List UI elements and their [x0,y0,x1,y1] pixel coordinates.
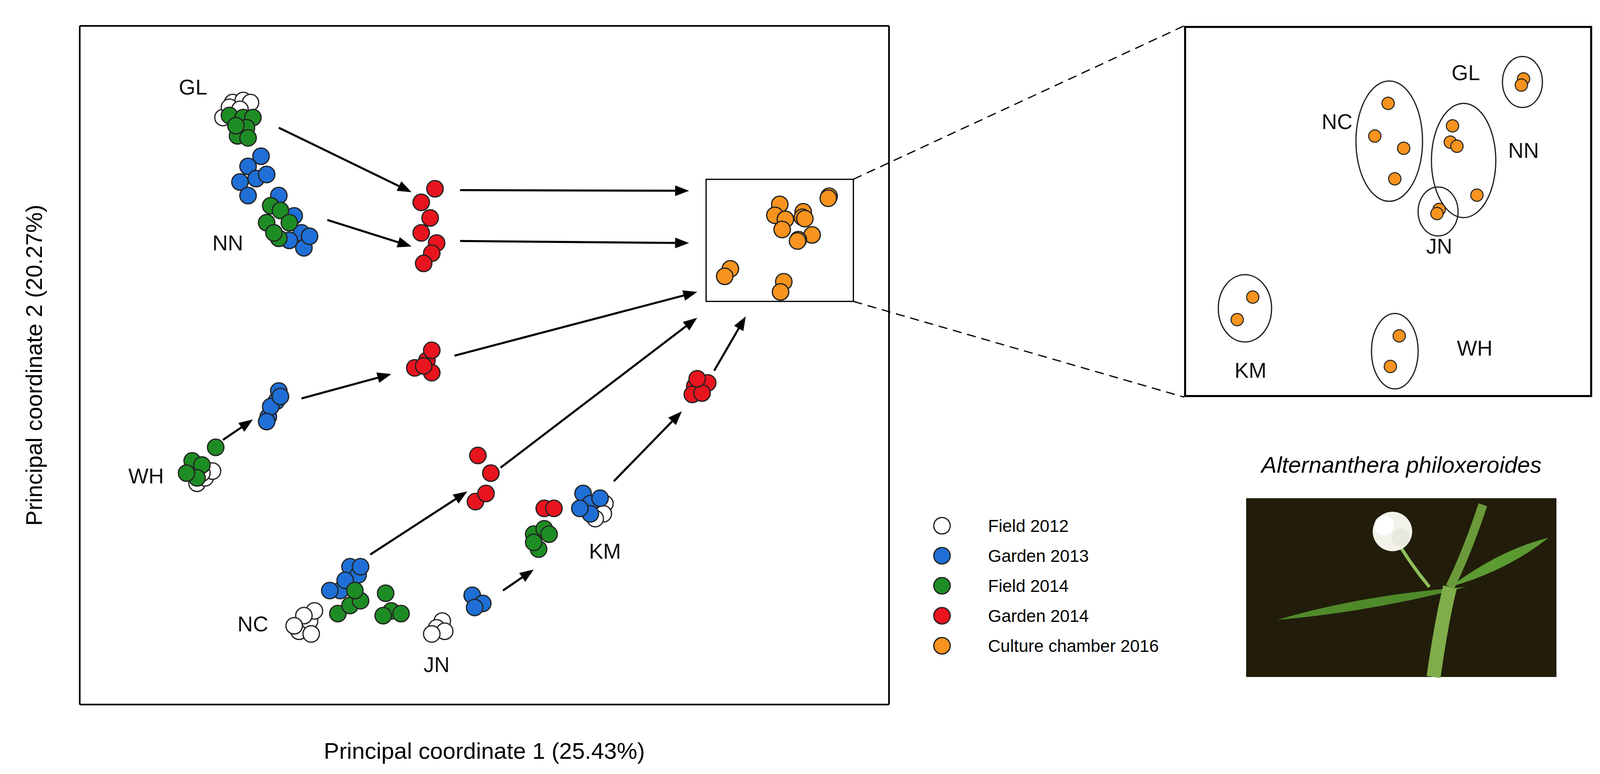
svg-text:KM: KM [1234,358,1267,383]
svg-text:Principal coordinate 1 (25.43%: Principal coordinate 1 (25.43%) [323,737,645,764]
svg-text:GL: GL [1451,60,1480,85]
svg-text:JN: JN [423,652,451,677]
svg-text:NC: NC [237,611,269,636]
svg-text:Alternanthera philoxeroides: Alternanthera philoxeroides [1260,451,1542,478]
svg-text:GL: GL [178,75,208,100]
svg-text:Garden 2013: Garden 2013 [988,546,1089,566]
svg-text:NC: NC [1321,109,1353,134]
svg-text:KM: KM [588,539,622,564]
svg-text:Garden 2014: Garden 2014 [988,606,1089,626]
svg-text:WH: WH [1456,336,1493,361]
svg-text:Field 2014: Field 2014 [988,576,1069,596]
svg-text:NN: NN [212,230,244,255]
svg-text:NN: NN [1507,138,1539,163]
svg-text:Culture chamber 2016: Culture chamber 2016 [988,636,1160,656]
svg-text:Principal coordinate 2 (20.27%: Principal coordinate 2 (20.27%) [20,204,47,526]
svg-text:WH: WH [128,464,164,488]
svg-text:JN: JN [1426,234,1453,259]
svg-text:Field 2012: Field 2012 [988,516,1069,536]
